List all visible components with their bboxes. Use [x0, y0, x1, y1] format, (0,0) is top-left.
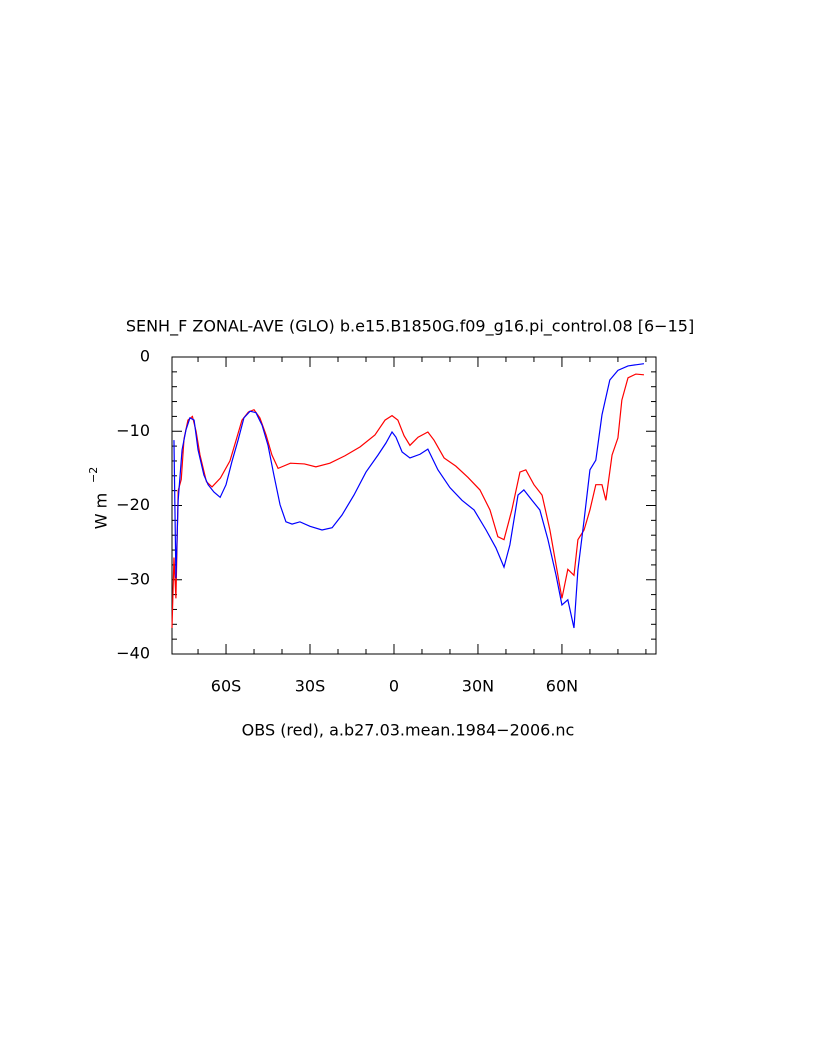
chart-title: SENH_F ZONAL-AVE (GLO) b.e15.B1850G.f09_…: [126, 317, 694, 337]
data-line: [173, 363, 645, 629]
x-tick-label: 30S: [295, 677, 326, 696]
y-tick-label: −20: [116, 495, 150, 514]
x-tick-label: 60N: [546, 677, 578, 696]
y-tick-label: −10: [116, 421, 150, 440]
y-axis-label-superscript: −2: [87, 467, 100, 483]
x-tick-label: 30N: [462, 677, 494, 696]
y-axis-title: W m −2: [87, 467, 111, 529]
x-tick-label: 0: [389, 677, 399, 696]
plot-frame: [171, 356, 657, 655]
x-axis-label: OBS (red), a.b27.03.mean.1984−2006.nc: [242, 721, 575, 740]
y-tick-label: −40: [116, 644, 150, 663]
data-line: [171, 373, 645, 629]
y-tick-label: −30: [116, 569, 150, 588]
y-axis-label: W m: [92, 493, 111, 530]
x-tick-label: 60S: [211, 677, 242, 696]
y-tick-label: 0: [140, 347, 150, 366]
